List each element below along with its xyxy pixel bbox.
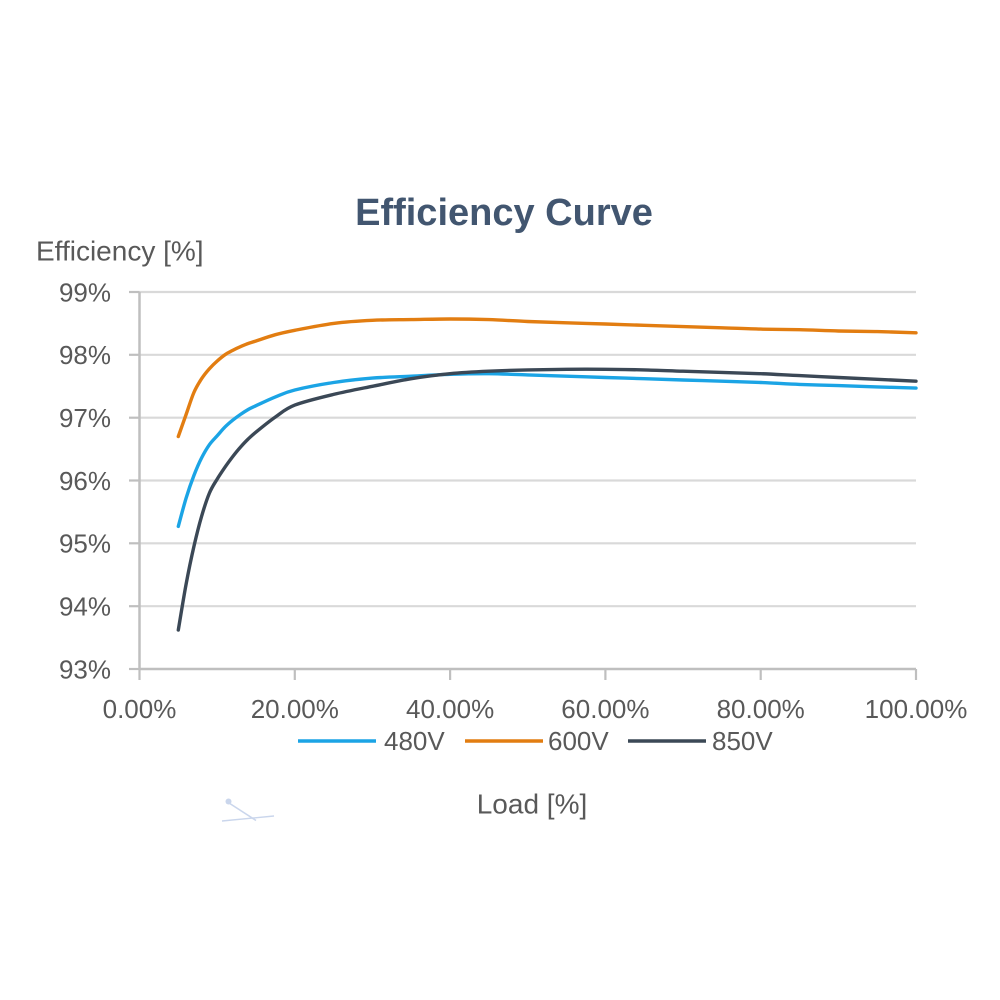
svg-text:100.00%: 100.00% [865,694,968,724]
svg-text:Efficiency [%]: Efficiency [%] [36,236,204,267]
svg-text:Load [%]: Load [%] [477,789,588,820]
svg-text:600V: 600V [548,726,609,756]
svg-text:80.00%: 80.00% [717,694,805,724]
svg-text:99%: 99% [59,277,111,307]
svg-text:96%: 96% [59,466,111,496]
svg-text:20.00%: 20.00% [251,694,339,724]
svg-text:850V: 850V [712,726,773,756]
svg-text:94%: 94% [59,592,111,622]
svg-text:60.00%: 60.00% [561,694,649,724]
svg-text:0.00%: 0.00% [103,694,177,724]
svg-text:97%: 97% [59,403,111,433]
svg-text:480V: 480V [384,726,445,756]
svg-text:98%: 98% [59,340,111,370]
svg-text:Efficiency Curve: Efficiency Curve [355,192,653,234]
svg-text:95%: 95% [59,529,111,559]
svg-text:40.00%: 40.00% [406,694,494,724]
svg-text:93%: 93% [59,654,111,684]
